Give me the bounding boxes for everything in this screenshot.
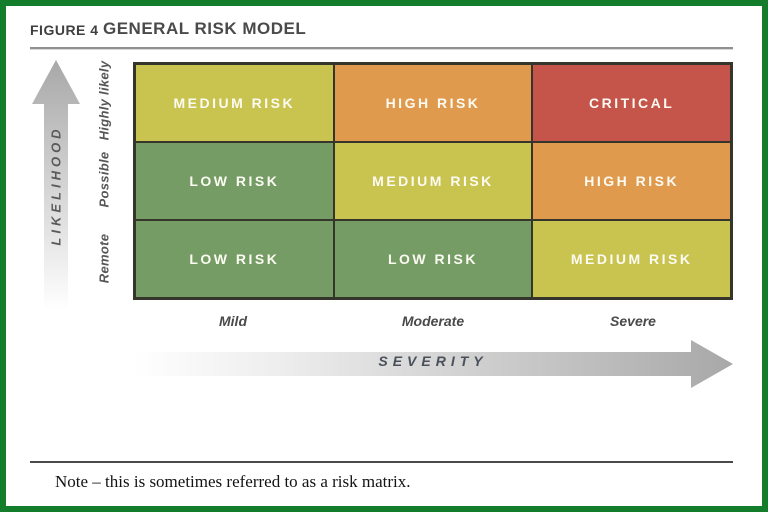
matrix-cell: HIGH RISK [333,64,533,142]
figure-label: FIGURE 4 [30,22,99,38]
severity-axis-label: SEVERITY [378,353,488,369]
cell-label: CRITICAL [589,95,675,111]
risk-matrix: MEDIUM RISK HIGH RISK CRITICAL LOW RISK … [133,62,733,300]
col-label-severe: Severe [610,313,656,329]
cell-label: MEDIUM RISK [372,173,494,189]
header-divider [30,47,733,50]
cell-label: LOW RISK [189,173,280,189]
cell-label: MEDIUM RISK [570,251,693,267]
col-label-mild: Mild [219,313,247,329]
matrix-cell: MEDIUM RISK [135,64,334,142]
severity-arrow-icon [133,340,733,388]
col-label-moderate: Moderate [401,313,465,329]
likelihood-axis-label: LIKELIHOOD [48,125,64,246]
matrix-cell: LOW RISK [135,220,334,298]
row-label-remote: Remote [96,233,112,284]
matrix-cell: CRITICAL [532,64,731,142]
cell-label: LOW RISK [189,251,280,267]
figure-note: Note – this is sometimes referred to as … [55,472,411,491]
cell-label: MEDIUM RISK [173,95,296,111]
matrix-cell: LOW RISK [135,142,334,220]
matrix-cell: MEDIUM RISK [333,142,533,220]
cell-label: HIGH RISK [385,95,481,111]
footer-divider [30,461,733,463]
figure-title: GENERAL RISK MODEL [103,19,307,38]
cell-label: HIGH RISK [584,173,680,189]
matrix-cell: HIGH RISK [532,142,731,220]
cell-label: LOW RISK [387,251,478,267]
matrix-cell: MEDIUM RISK [532,220,731,298]
matrix-cell: LOW RISK [333,220,533,298]
likelihood-arrow-icon [32,60,80,310]
